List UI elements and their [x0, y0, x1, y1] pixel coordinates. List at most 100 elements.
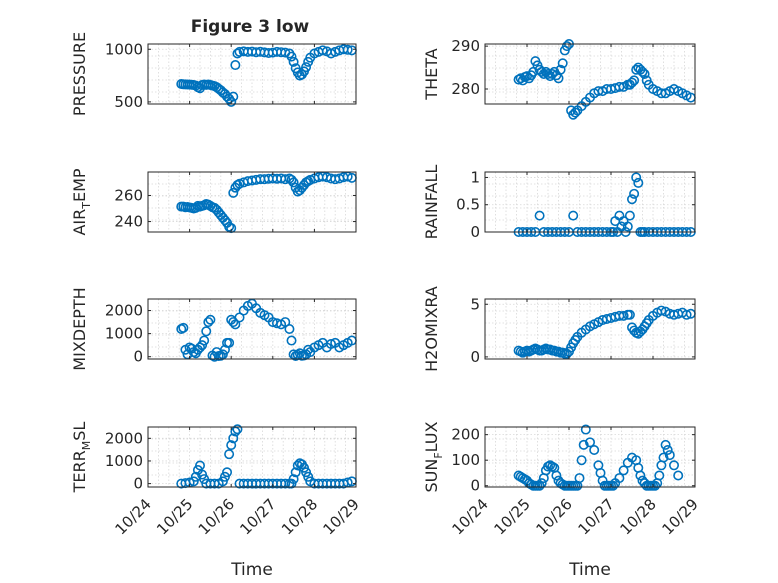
y-tick-label: 0 [470, 348, 480, 366]
data-point [551, 470, 562, 481]
data-point [288, 177, 299, 188]
y-tick-label: 1000 [105, 40, 143, 58]
data-point [226, 96, 237, 107]
data-point [626, 194, 637, 205]
data-point [280, 478, 291, 489]
x-tick-label: 10/28 [617, 495, 660, 538]
data-point [303, 176, 314, 187]
data-point [536, 66, 547, 77]
y-axis-label: RAINFALL [422, 165, 441, 240]
data-point [635, 470, 646, 481]
axes-frame [484, 298, 696, 360]
x-tick-label: 10/29 [320, 495, 363, 538]
data-point [574, 473, 585, 484]
data-point [570, 107, 581, 118]
data-point [317, 45, 328, 56]
data-point [280, 174, 291, 185]
data-point [624, 210, 635, 221]
axes-frame [147, 298, 357, 360]
y-tick-label: 280 [451, 80, 480, 98]
data-point [230, 60, 241, 71]
data-point [637, 66, 648, 77]
y-tick-label: 240 [114, 213, 143, 231]
data-points [513, 38, 696, 120]
axes-box [484, 171, 696, 233]
data-point [624, 309, 635, 320]
data-point [286, 174, 297, 185]
data-point [629, 188, 640, 199]
axes-frame [484, 171, 696, 233]
data-point [578, 439, 589, 450]
data-point [224, 221, 235, 232]
data-point [673, 470, 684, 481]
data-point [658, 452, 669, 463]
data-point [618, 465, 629, 476]
data-point [534, 480, 545, 491]
axes-frame [484, 426, 696, 488]
data-point [584, 437, 595, 448]
data-point [656, 305, 667, 316]
data-point [228, 433, 239, 444]
data-point [199, 335, 210, 346]
data-point [608, 480, 619, 491]
data-point [668, 460, 679, 471]
data-point [205, 314, 216, 325]
pressure-plot: 500 1000 PRESSURE Figure 3 low [70, 17, 357, 116]
x-axis-label: Time [230, 560, 273, 580]
data-point [681, 309, 692, 320]
data-point [555, 64, 566, 75]
y-tick-label: 5 [470, 295, 480, 313]
data-point [580, 424, 591, 435]
x-tick-label: 10/25 [491, 495, 534, 538]
data-point [288, 56, 299, 67]
data-point [222, 467, 233, 478]
y-axis-label: PRESSURE [70, 32, 89, 116]
axes-frame [147, 426, 357, 488]
axes-frame [484, 43, 696, 105]
data-point [232, 424, 243, 435]
data-point [561, 41, 572, 52]
air-temp-plot: 240 260 AIRTEMP [70, 168, 357, 236]
y-tick-label: 0 [470, 477, 480, 495]
x-tick-label: 10/24 [112, 495, 155, 538]
data-point [589, 444, 600, 455]
y-tick-label: 1 [470, 168, 480, 186]
data-point [576, 455, 587, 466]
x-tick-label: 10/28 [278, 495, 321, 538]
data-point [197, 340, 208, 351]
data-points [513, 424, 684, 491]
y-tick-label: 260 [114, 186, 143, 204]
y-tick-label: 290 [451, 37, 480, 55]
data-point [618, 310, 629, 321]
data-points [176, 171, 357, 234]
data-point [557, 58, 568, 69]
data-points [176, 298, 357, 362]
data-points [176, 44, 357, 107]
data-point [232, 48, 243, 59]
data-point [303, 344, 314, 355]
data-point [195, 460, 206, 471]
y-axis-label: AIRTEMP [70, 168, 93, 235]
data-point [228, 91, 239, 102]
data-point [286, 335, 297, 346]
h2omixra-plot: 0 5 H2OMIXRA [422, 286, 696, 372]
x-tick-label: 10/25 [153, 495, 196, 538]
y-tick-label: 1000 [105, 325, 143, 343]
data-point [326, 338, 337, 349]
data-point [217, 476, 228, 487]
data-point [664, 450, 675, 461]
data-point [288, 474, 299, 485]
data-point [660, 439, 671, 450]
y-tick-label: 2000 [105, 429, 143, 447]
data-point [568, 210, 579, 221]
x-axis-label: Time [568, 560, 611, 580]
y-tick-label: 0 [133, 475, 143, 493]
y-axis-label: SUNFLUX [422, 421, 445, 492]
data-point [626, 77, 637, 88]
y-tick-label: 1000 [105, 452, 143, 470]
mixdepth-plot: 0 1000 2000 MIXDEPTH [70, 287, 357, 371]
y-axis-label: MIXDEPTH [70, 287, 89, 370]
